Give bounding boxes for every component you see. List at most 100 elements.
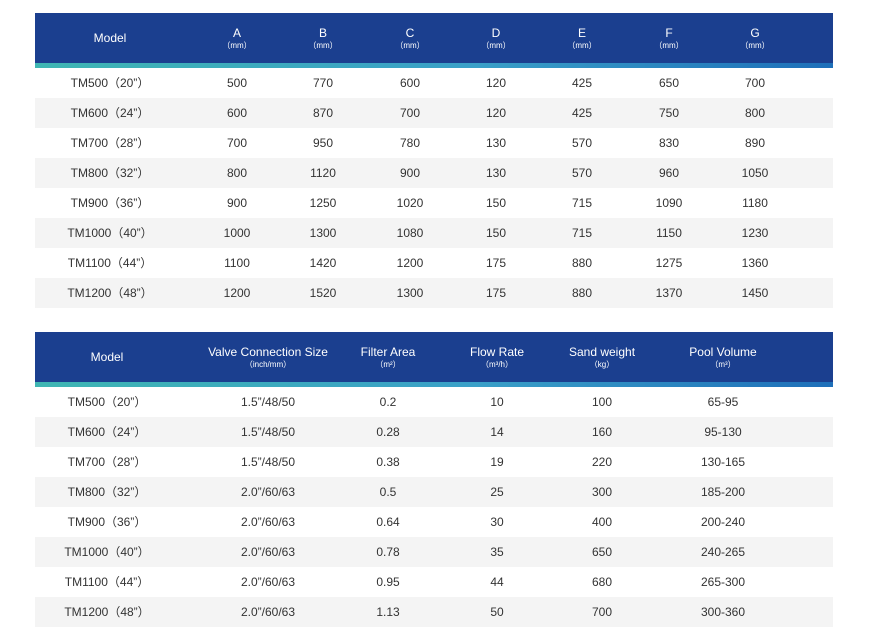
table-cell: 1275 (655, 256, 683, 270)
column-header-label: Filter Area (360, 344, 416, 359)
column-header-unit: （m³） (710, 359, 736, 369)
table-row: TM500（20”） 500 770 600 120 425 650 700 (35, 68, 833, 98)
table-row: TM900（36”） 900 1250 1020 150 715 1090 1180 (35, 188, 833, 218)
table-row: TM1000（40”） 2.0”/60/63 0.78 35 650 240-265 (35, 537, 833, 567)
table-cell: 185-200 (700, 485, 746, 499)
column-header-label: C (405, 25, 415, 40)
table-cell: 100 (591, 395, 613, 409)
column-header-unit: （kg） (589, 359, 615, 369)
model-cell: TM600（24”） (70, 106, 150, 120)
table-cell: 1150 (656, 226, 682, 240)
table-cell: 1250 (309, 196, 337, 210)
table-cell: 650 (591, 545, 613, 559)
column-header-label: Model (93, 30, 127, 45)
model-cell: TM1000（40”） (67, 226, 153, 240)
table-cell: 50 (490, 605, 504, 619)
table-cell: 600 (226, 106, 248, 120)
table-cell: 1100 (224, 256, 250, 270)
column-header-label: Valve Connection Size (208, 344, 328, 359)
specifications-table-body: TM500（20”） 1.5”/48/50 0.2 10 100 65-95 TM600（2… (35, 387, 833, 627)
table-row: TM500（20”） 1.5”/48/50 0.2 10 100 65-95 (35, 387, 833, 417)
table-cell: 175 (485, 256, 507, 270)
model-cell: TM700（28”） (70, 136, 150, 150)
model-cell: TM1200（48”） (67, 286, 153, 300)
column-header-unit: （mm） (308, 40, 338, 50)
table-cell: 700 (744, 76, 766, 90)
table-cell: 1.5”/48/50 (240, 395, 296, 409)
column-header-label: F (665, 25, 673, 40)
model-cell: TM700（28”） (67, 455, 147, 469)
table-cell: 1080 (396, 226, 424, 240)
column-header-unit: （mm） (567, 40, 597, 50)
table-cell: 425 (571, 106, 593, 120)
table-cell: 19 (490, 455, 504, 469)
table-cell: 1.13 (376, 605, 400, 619)
model-cell: TM1100（44”） (64, 575, 150, 589)
table-row: TM1100（44”） 2.0”/60/63 0.95 44 680 265-300 (35, 567, 833, 597)
table-cell: 890 (744, 136, 766, 150)
table-row: TM800（32”） 800 1120 900 130 570 960 1050 (35, 158, 833, 188)
column-header-label: E (577, 25, 587, 40)
table-row: TM1200（48”） 2.0”/60/63 1.13 50 700 300-360 (35, 597, 833, 627)
table-cell: 0.78 (376, 545, 400, 559)
table-row: TM1000（40”） 1000 1300 1080 150 715 1150 1230 (35, 218, 833, 248)
table-cell: 1.5”/48/50 (240, 455, 296, 469)
column-header: Sand weight （kg） (569, 332, 635, 382)
table-cell: 1000 (223, 226, 251, 240)
column-header-unit: （mm） (481, 40, 511, 50)
column-header: F （mm） (654, 13, 683, 63)
table-cell: 35 (490, 545, 504, 559)
column-header-label: Flow Rate (469, 344, 525, 359)
table-cell: 10 (490, 395, 504, 409)
table-cell: 120 (485, 76, 507, 90)
table-cell: 1200 (223, 286, 251, 300)
table-row: TM600（24”） 600 870 700 120 425 750 800 (35, 98, 833, 128)
model-cell: TM500（20”） (70, 76, 150, 90)
table-cell: 2.0”/60/63 (240, 545, 296, 559)
column-header: Model (94, 13, 127, 63)
table-cell: 1450 (741, 286, 769, 300)
dimensions-table-header: Model A （mm） B （mm） C （mm） D （mm） E （mm） F （mm） G （mm） (35, 13, 833, 63)
column-header-label: Model (90, 349, 124, 364)
column-header-unit: （m²） (375, 359, 401, 369)
column-header-label: Sand weight (568, 344, 636, 359)
column-header: G （mm） (740, 13, 769, 63)
column-header-unit: （mm） (654, 40, 684, 50)
header-accent-stripe (35, 382, 833, 387)
column-header-label: B (318, 25, 328, 40)
column-header: Valve Connection Size （inch/mm） (208, 332, 328, 382)
table-cell: 1230 (741, 226, 769, 240)
table-cell: 300-360 (700, 605, 746, 619)
table-cell: 95-130 (704, 425, 742, 439)
column-header-label: A (232, 25, 242, 40)
column-header: A （mm） (222, 13, 251, 63)
column-header: C （mm） (395, 13, 424, 63)
table-cell: 30 (490, 515, 504, 529)
header-accent-stripe (35, 63, 833, 68)
table-cell: 570 (571, 166, 593, 180)
table-cell: 600 (399, 76, 421, 90)
table-cell: 830 (658, 136, 680, 150)
table-cell: 1200 (396, 256, 424, 270)
table-cell: 200-240 (700, 515, 746, 529)
table-cell: 650 (658, 76, 680, 90)
table-cell: 700 (226, 136, 248, 150)
table-cell: 0.95 (376, 575, 400, 589)
table-cell: 150 (485, 196, 507, 210)
table-cell: 770 (312, 76, 334, 90)
table-cell: 700 (399, 106, 421, 120)
table-cell: 44 (490, 575, 504, 589)
table-cell: 1050 (741, 166, 769, 180)
column-header-label: G (750, 25, 760, 40)
model-cell: TM900（36”） (67, 515, 147, 529)
table-cell: 715 (571, 196, 593, 210)
table-cell: 1370 (655, 286, 683, 300)
table-cell: 120 (485, 106, 507, 120)
table-cell: 1090 (655, 196, 683, 210)
model-cell: TM1000（40”） (64, 545, 150, 559)
table-cell: 0.2 (379, 395, 397, 409)
column-header-unit: （mm） (222, 40, 252, 50)
table-cell: 400 (591, 515, 613, 529)
table-cell: 0.64 (376, 515, 400, 529)
table-cell: 1520 (309, 286, 337, 300)
